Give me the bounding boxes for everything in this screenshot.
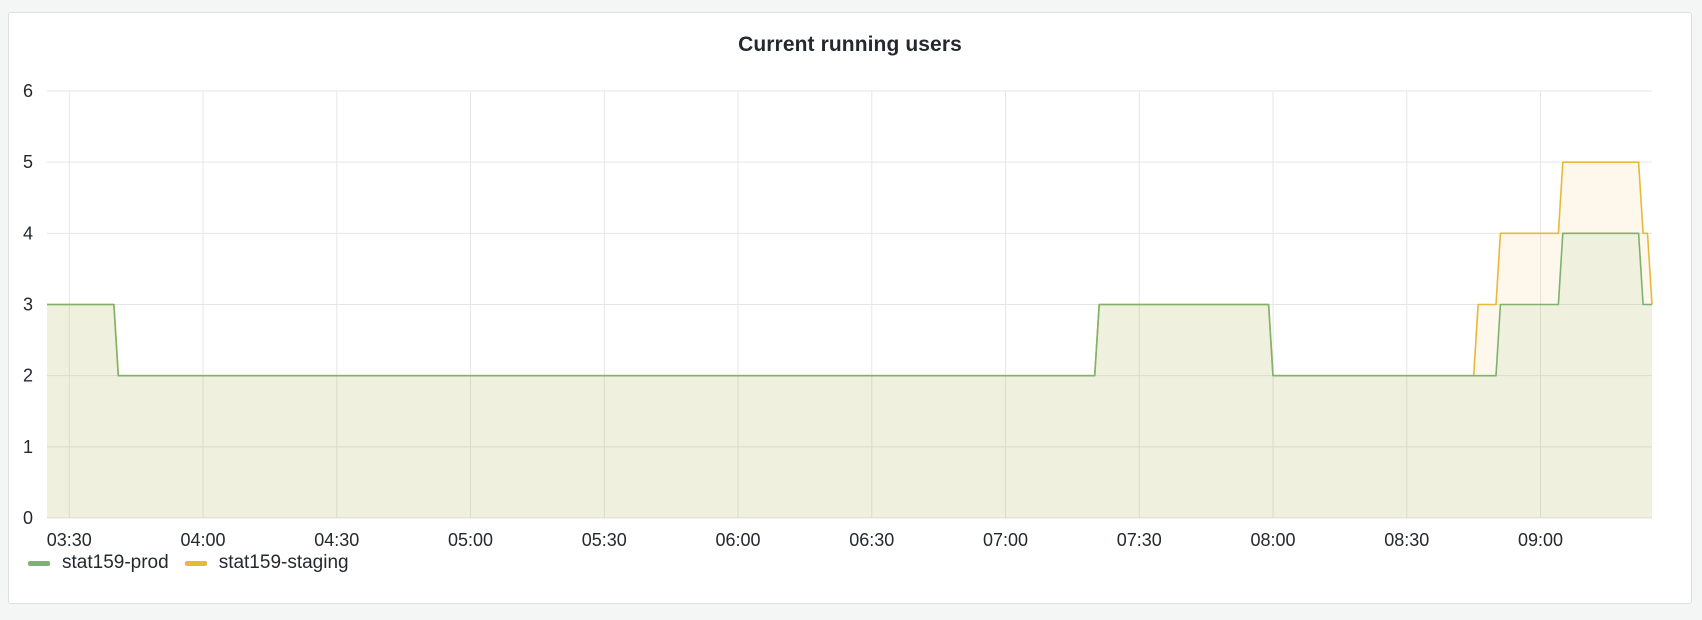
y-tick-label: 5 <box>23 152 33 172</box>
legend-swatch-prod <box>28 560 50 566</box>
x-tick-label: 04:00 <box>181 530 226 550</box>
legend-label-staging: stat159-staging <box>218 552 349 573</box>
y-tick-label: 4 <box>23 223 33 243</box>
x-tick-label: 09:00 <box>1518 530 1563 550</box>
x-tick-label: 08:00 <box>1251 530 1296 550</box>
legend-swatch-staging <box>184 560 207 566</box>
chart-panel: Current running users <box>8 12 1692 604</box>
y-tick-label: 0 <box>23 508 33 528</box>
series-area-staging <box>47 162 1652 518</box>
x-tick-label: 06:30 <box>849 530 894 550</box>
y-tick-label: 1 <box>23 437 33 457</box>
series-line-staging <box>47 161 1653 377</box>
series-area-prod <box>47 233 1652 519</box>
x-tick-label: 03:30 <box>47 530 92 550</box>
legend: stat159-prod stat159-staging <box>28 551 349 575</box>
x-tick-label: 05:30 <box>582 530 627 550</box>
y-tick-label: 2 <box>23 366 33 386</box>
series-line-prod <box>47 232 1652 377</box>
x-tick-label: 06:00 <box>716 530 761 550</box>
x-tick-label: 07:00 <box>983 530 1028 550</box>
legend-item-staging[interactable]: stat159-staging <box>184 552 349 574</box>
x-tick-label: 07:30 <box>1117 530 1162 550</box>
y-tick-label: 6 <box>23 81 33 101</box>
x-tick-label: 05:00 <box>448 530 493 550</box>
x-tick-label: 04:30 <box>314 530 359 550</box>
y-tick-label: 3 <box>23 295 33 315</box>
legend-item-prod[interactable]: stat159-prod <box>28 552 169 574</box>
panel-title[interactable]: Current running users <box>738 33 962 56</box>
x-tick-label: 08:30 <box>1384 530 1429 550</box>
legend-label-prod: stat159-prod <box>62 552 169 573</box>
